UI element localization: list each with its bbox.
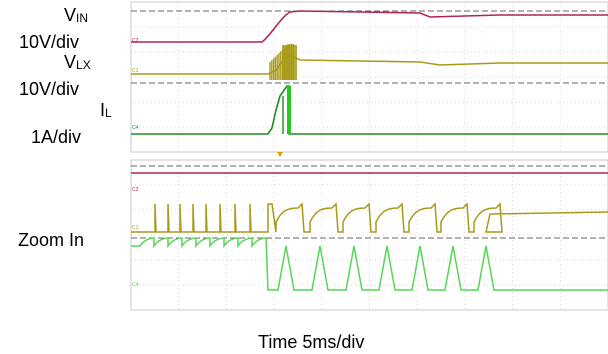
vin-scale-label: 10V/div bbox=[19, 32, 80, 52]
vlx-burst bbox=[269, 44, 297, 80]
il-scale-label: 1A/div bbox=[31, 127, 82, 147]
bot-frame bbox=[130, 159, 608, 311]
grid-top bbox=[130, 1, 608, 153]
vin-trace bbox=[131, 10, 608, 43]
vlx-label: VLX bbox=[64, 52, 91, 72]
il-spike bbox=[287, 86, 291, 134]
top-frame bbox=[130, 1, 608, 153]
channel-marker: C2 bbox=[132, 187, 139, 193]
channel-marker: C4 bbox=[132, 125, 139, 131]
time-label: Time 5ms/div bbox=[258, 332, 365, 352]
zoom-label: Zoom In bbox=[18, 230, 85, 250]
channel-marker: C1 bbox=[132, 225, 139, 231]
vlx-scale-label: 10V/div bbox=[19, 79, 80, 99]
traces: C2 C1 C4 C2 C1 C4 bbox=[131, 10, 608, 291]
trigger-marker bbox=[277, 152, 283, 157]
zoom-il-trace bbox=[131, 237, 608, 291]
il-label: IL bbox=[100, 100, 112, 120]
zoom-vlx-trace bbox=[131, 202, 608, 233]
grid-bottom bbox=[130, 159, 608, 311]
channel-marker: C4 bbox=[132, 282, 139, 288]
channel-marker: C1 bbox=[132, 68, 139, 74]
vlx-burst-fill bbox=[282, 45, 297, 80]
channel-marker: C2 bbox=[132, 38, 139, 44]
vin-label: VIN bbox=[64, 5, 89, 25]
vlx-trace bbox=[131, 54, 608, 75]
